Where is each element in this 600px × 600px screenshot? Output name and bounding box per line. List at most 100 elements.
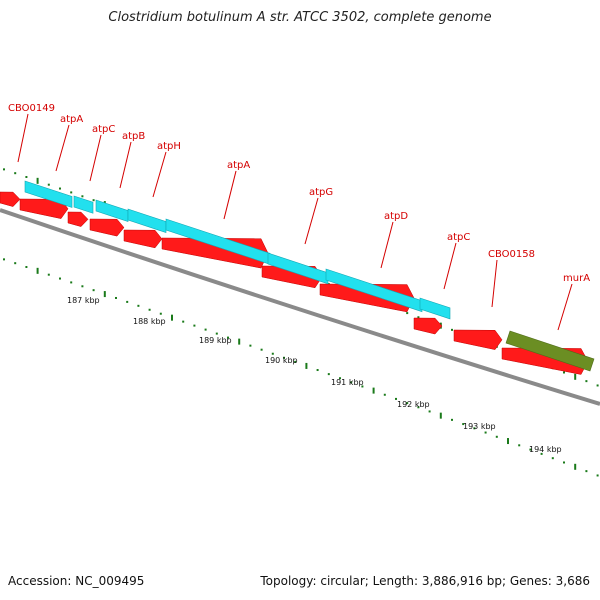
inner-tick-mark bbox=[495, 435, 498, 438]
operon-bar-7 bbox=[325, 268, 423, 313]
gene-label-atpb: atpB bbox=[122, 131, 145, 142]
inner-tick-mark bbox=[305, 362, 308, 369]
inner-tick-mark bbox=[103, 291, 106, 298]
inner-tick-mark bbox=[451, 418, 453, 421]
kbp-label-193: 193 kbp bbox=[463, 422, 496, 431]
leader-line-6 bbox=[223, 170, 237, 220]
leader-line-1 bbox=[17, 113, 29, 163]
cds-arrows bbox=[0, 191, 589, 375]
inner-tick-mark bbox=[25, 266, 28, 269]
leader-line-4 bbox=[119, 141, 132, 189]
inner-tick-mark bbox=[294, 360, 297, 363]
inner-tick-mark bbox=[383, 393, 386, 396]
operon-bars bbox=[24, 180, 595, 372]
operon-bar-8 bbox=[419, 297, 451, 320]
outer-tick-mark bbox=[574, 373, 577, 380]
gene-label-atpc-2: atpC bbox=[447, 232, 470, 243]
inner-tick-mark bbox=[227, 336, 229, 339]
outer-tick-mark bbox=[596, 384, 599, 387]
inner-tick-mark bbox=[574, 463, 577, 470]
inner-tick-mark bbox=[529, 448, 532, 451]
inner-tick-mark bbox=[115, 296, 117, 299]
inner-tick-mark bbox=[585, 470, 588, 473]
leader-line-11 bbox=[557, 283, 573, 331]
inner-tick-mark bbox=[540, 452, 543, 455]
accession-text: Accession: NC_009495 bbox=[8, 574, 145, 588]
leader-line-8 bbox=[380, 221, 394, 269]
inner-tick-mark bbox=[507, 438, 509, 445]
operon-bar-2 bbox=[73, 195, 94, 214]
leader-line-3 bbox=[89, 134, 102, 182]
cds-arrow-10 bbox=[453, 329, 503, 350]
inner-tick-mark bbox=[70, 281, 73, 284]
inner-tick-mark bbox=[439, 412, 442, 419]
leader-line-9 bbox=[443, 242, 457, 290]
cds-arrow-1 bbox=[0, 191, 21, 207]
cds-arrow-5 bbox=[123, 229, 163, 249]
inner-tick-mark bbox=[260, 348, 263, 351]
outer-tick-mark bbox=[36, 177, 39, 184]
inner-tick-mark bbox=[417, 406, 420, 409]
inner-tick-mark bbox=[406, 402, 409, 405]
inner-tick-mark bbox=[81, 285, 84, 288]
gene-label-atpa-2: atpA bbox=[227, 160, 250, 171]
outer-tick-mark bbox=[14, 172, 17, 175]
cds-arrow-3 bbox=[67, 211, 89, 227]
leader-lines bbox=[17, 113, 573, 331]
inner-tick-mark bbox=[596, 474, 599, 477]
inner-tick-mark bbox=[428, 410, 431, 413]
inner-tick-mark bbox=[36, 267, 39, 274]
inner-tick-mark bbox=[193, 324, 196, 327]
inner-tick-mark bbox=[148, 308, 151, 311]
inner-tick-mark bbox=[59, 277, 61, 280]
inner-tick-mark bbox=[518, 444, 521, 447]
inner-tick-mark bbox=[182, 320, 185, 323]
kbp-label-192: 192 kbp bbox=[397, 400, 430, 409]
inner-tick-mark bbox=[350, 381, 353, 384]
kbp-label-188: 188 kbp bbox=[133, 317, 166, 326]
operon-bar-4 bbox=[127, 208, 167, 233]
outer-tick-mark bbox=[92, 199, 95, 202]
outer-tick-mark bbox=[417, 316, 420, 319]
inner-tick-mark bbox=[126, 300, 129, 303]
inner-tick-mark bbox=[563, 461, 565, 464]
outer-tick-mark bbox=[47, 183, 50, 186]
inner-tick-mark bbox=[3, 258, 5, 261]
gene-label-atpa-1: atpA bbox=[60, 114, 83, 125]
gene-label-mura: murA bbox=[563, 273, 590, 284]
outer-tick-mark bbox=[70, 191, 73, 194]
inner-tick-mark bbox=[238, 338, 241, 345]
inner-tick-mark bbox=[372, 387, 375, 394]
backbone-line bbox=[0, 208, 600, 406]
kbp-label-189: 189 kbp bbox=[199, 336, 232, 345]
cds-arrow-9 bbox=[413, 317, 443, 335]
inner-tick-mark bbox=[551, 457, 554, 460]
inner-tick-mark bbox=[271, 352, 274, 355]
inner-tick-mark bbox=[14, 262, 17, 265]
inner-tick-mark bbox=[339, 377, 341, 380]
outer-tick-mark bbox=[81, 195, 84, 198]
kbp-label-187: 187 kbp bbox=[67, 296, 100, 305]
cds-arrow-4 bbox=[89, 218, 125, 237]
inner-tick-mark bbox=[204, 328, 207, 331]
outer-tick-mark bbox=[451, 328, 453, 331]
inner-tick-mark bbox=[137, 304, 140, 307]
kbp-label-190: 190 kbp bbox=[265, 356, 298, 365]
operon-bar-3 bbox=[95, 199, 129, 222]
outer-tick-mark bbox=[585, 380, 588, 383]
leader-line-10 bbox=[491, 259, 498, 308]
operon-bar-6 bbox=[267, 252, 329, 285]
gene-label-atpc-1: atpC bbox=[92, 124, 115, 135]
inner-tick-mark bbox=[462, 423, 465, 426]
map-title: Clostridium botulinum A str. ATCC 3502, … bbox=[108, 10, 492, 25]
gene-label-cbo0158: CBO0158 bbox=[488, 249, 535, 260]
inner-tick-mark bbox=[249, 344, 252, 347]
inner-tick-mark bbox=[327, 373, 330, 376]
inner-tick-mark bbox=[361, 385, 364, 388]
inner-tick-mark bbox=[484, 431, 487, 434]
leader-line-5 bbox=[152, 151, 167, 198]
gene-label-atpg: atpG bbox=[309, 187, 333, 198]
inner-tick-mark bbox=[92, 289, 95, 292]
tick-rows bbox=[3, 168, 599, 477]
kbp-label-191: 191 kbp bbox=[331, 378, 364, 387]
